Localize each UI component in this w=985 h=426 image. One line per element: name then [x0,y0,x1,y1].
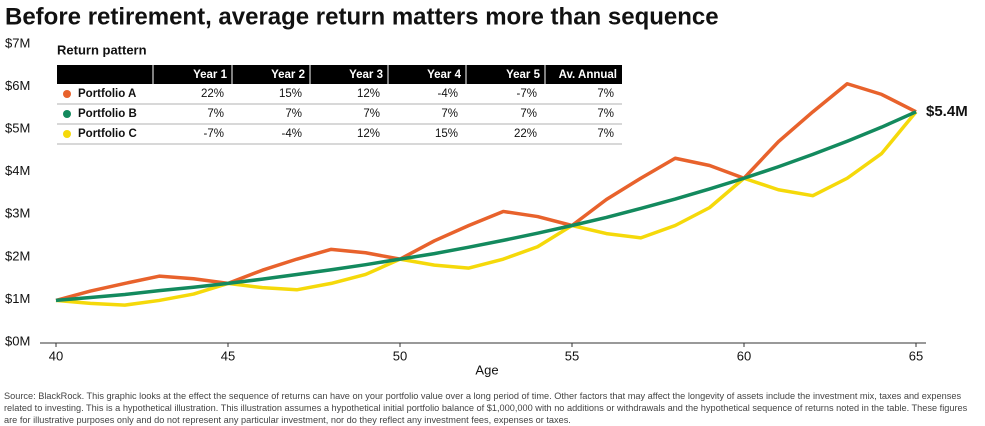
chart: Before retirement, average return matter… [5,3,968,377]
column-header: Year 2 [271,69,305,81]
legend-dot [63,90,71,98]
x-tick-label: 55 [565,348,579,363]
source-note: Source: BlackRock. This graphic looks at… [4,391,968,425]
y-tick-label: $7M [5,35,30,50]
table-cell: 12% [357,128,380,140]
return-table: Return pattern Year 1 Year 2 Year 3 Year 4 Y… [57,42,622,145]
table-cell: 7% [285,108,302,120]
x-axis-label: Age [475,362,498,377]
table-cell: 15% [279,88,302,100]
table-title: Return pattern [57,42,147,57]
legend-label: Portfolio C [78,128,137,140]
legend-label: Portfolio A [78,88,136,100]
chart-title: Before retirement, average return matter… [5,3,719,30]
y-tick-label: $5M [5,121,30,136]
x-tick-label: 45 [221,348,235,363]
y-tick-label: $6M [5,78,30,93]
y-tick-label: $0M [5,333,30,348]
column-header: Year 1 [193,69,227,81]
y-tick-label: $3M [5,206,30,221]
column-header: Year 3 [349,69,383,81]
series-line [55,110,918,307]
table-cell: 7% [597,108,614,120]
column-header: Year 5 [506,69,540,81]
y-tick-label: $1M [5,291,30,306]
series-line [55,81,917,303]
column-header: Av. Annual [559,69,617,81]
x-tick-label: 40 [49,348,63,363]
y-tick-label: $2M [5,248,30,263]
legend-dot [63,110,71,118]
table-cell: -7% [517,88,537,100]
table-cell: 7% [207,108,224,120]
table-cell: 7% [441,108,458,120]
legend-label: Portfolio B [78,108,137,120]
table-header-bg [57,65,622,84]
table-cell: 7% [597,128,614,140]
table-cell: 22% [201,88,224,100]
table-cell: 7% [597,88,614,100]
x-tick-label: 65 [909,348,923,363]
table-cell: 12% [357,88,380,100]
end-label: $5.4M [926,103,968,120]
table-cell: -7% [204,128,224,140]
column-header: Year 4 [427,69,461,81]
x-tick-label: 60 [737,348,751,363]
table-body-bg [57,84,622,144]
table-cell: 22% [514,128,537,140]
lines [55,81,918,307]
table-cell: 7% [520,108,537,120]
x-tick-label: 50 [393,348,407,363]
table-cell: 15% [435,128,458,140]
table-cell: -4% [438,88,458,100]
series-line [55,110,917,303]
table-cell: -4% [282,128,302,140]
table-cell: 7% [363,108,380,120]
y-tick-label: $4M [5,163,30,178]
legend-dot [63,130,71,138]
